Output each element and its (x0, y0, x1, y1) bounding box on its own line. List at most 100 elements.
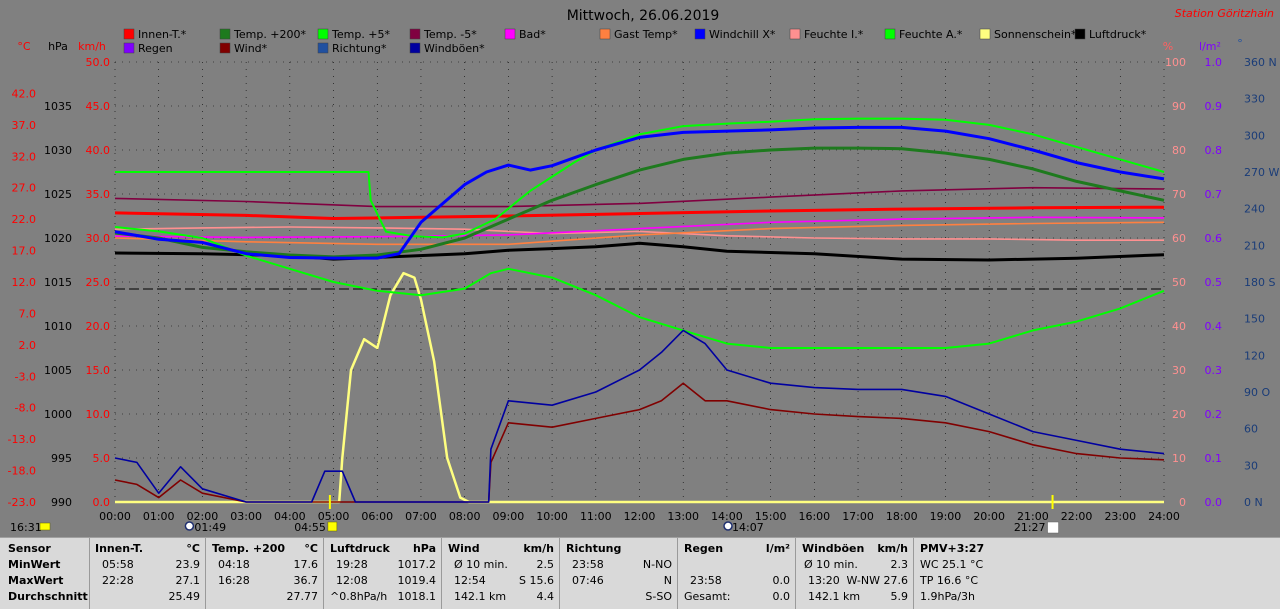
boeen-column: Windböen km/h Ø 10 min. 2.3 13:20 W-NW 27.6… (795, 538, 914, 609)
luftdruck-max: 1019.4 (397, 574, 437, 587)
dir-tick-label: 0 N (1244, 496, 1263, 509)
boeen-avg10: 2.3 (890, 558, 909, 571)
regen-time: 23:58 (690, 574, 722, 587)
richtung-column: Richtung 23:58 N-NO 07:46 N S-SO (559, 538, 678, 609)
time-tick-label: 17:00 (842, 510, 874, 523)
time-tick-label: 03:00 (230, 510, 262, 523)
wind-distance: 142.1 km (454, 590, 507, 603)
hpa-tick-label: 1000 (44, 408, 72, 421)
dir-tick-label: 150 (1244, 313, 1265, 326)
wind-avg: 4.4 (536, 590, 555, 603)
luftdruck-avg: 1018.1 (397, 590, 437, 603)
kmh-tick-label: 0.0 (93, 496, 111, 509)
temp-unit-label: °C (17, 40, 31, 53)
series-line-feuchte-a (114, 226, 1165, 349)
pct-tick-label: 60 (1172, 232, 1186, 245)
kmh-tick-label: 45.0 (86, 100, 111, 113)
dir-tick-label: 30 (1244, 459, 1258, 472)
innen-min: 23.9 (175, 558, 201, 571)
temp-tick-label: 17.0 (12, 245, 37, 258)
wind-avg10: 2.5 (536, 558, 555, 571)
time-tick-label: 19:00 (930, 510, 962, 523)
temp-tick-label: -18.0 (8, 465, 36, 478)
temp-tick-label: 22.0 (12, 213, 37, 226)
boeen-max-time: 13:20 (808, 574, 840, 587)
temp-tick-label: -23.0 (8, 496, 36, 509)
legend-swatch (979, 28, 991, 40)
statistics-panel: Sensor MinWert MaxWert Durchschnitt Inne… (0, 537, 1280, 609)
kmh-tick-label: 35.0 (86, 188, 111, 201)
innen-max: 27.1 (175, 574, 201, 587)
dir-tick-label: 360 N (1244, 56, 1277, 69)
temp200-min-time: 04:18 (218, 558, 250, 571)
time-tick-label: 10:00 (536, 510, 568, 523)
time-tick-label: 14:00 (711, 510, 743, 523)
series-line-bad (114, 216, 1165, 239)
series-line-windchill-x (114, 125, 1165, 260)
hpa-tick-label: 1025 (44, 188, 72, 201)
rain-tick-label: 0.2 (1205, 408, 1223, 421)
temp200-max-time: 16:28 (218, 574, 250, 587)
legend-swatch (219, 28, 231, 40)
pct-tick-label: 80 (1172, 144, 1186, 157)
richtung-header: Richtung (566, 542, 622, 555)
time-tick-label: 24:00 (1148, 510, 1180, 523)
series-line-wind (114, 382, 1165, 503)
wind-column: Wind km/h Ø 10 min. 2.5 12:54 S 15.6 142.1 … (441, 538, 560, 609)
boeen-distance: 142.1 km (808, 590, 861, 603)
legend-swatch (789, 28, 801, 40)
series-line-gast-temp (114, 221, 1165, 246)
pct-tick-label: 10 (1172, 452, 1186, 465)
chart-title: Mittwoch, 26.06.2019 (567, 8, 720, 24)
innen-max-time: 22:28 (102, 574, 134, 587)
wind-avg10-label: Ø 10 min. (454, 558, 508, 571)
moonset-time: 14:07 (732, 521, 764, 534)
rain-tick-label: 0.3 (1205, 364, 1223, 377)
rain-tick-label: 0.5 (1205, 276, 1223, 289)
luftdruck-unit: hPa (412, 542, 436, 555)
time-tick-label: 15:00 (755, 510, 787, 523)
legend-label: Temp. +5* (331, 28, 391, 41)
temp200-min: 17.6 (293, 558, 319, 571)
pct-tick-label: 90 (1172, 100, 1186, 113)
luftdruck-min-time: 19:28 (336, 558, 368, 571)
legend-swatch (219, 42, 231, 54)
sunset-time: 21:27 (1014, 521, 1046, 534)
legend-swatch (1074, 28, 1086, 40)
day-length-time: 16:31 (10, 521, 42, 534)
kmh-tick-label: 5.0 (93, 452, 111, 465)
dir-tick-label: 270 W (1244, 166, 1279, 179)
time-tick-label: 06:00 (361, 510, 393, 523)
boeen-avg: 5.9 (890, 590, 909, 603)
richtung-r2: N (663, 574, 672, 587)
time-tick-label: 11:00 (580, 510, 612, 523)
series-line-innen-t (114, 205, 1165, 220)
legend-swatch (123, 42, 135, 54)
temp200-header: Temp. +200 (212, 542, 286, 555)
hpa-tick-label: 1020 (44, 232, 72, 245)
kmh-unit-label: km/h (78, 40, 106, 53)
regen-total: 0.0 (772, 590, 791, 603)
innen-avg: 25.49 (168, 590, 201, 603)
luftdruck-max-time: 12:08 (336, 574, 368, 587)
temp-tick-label: 12.0 (12, 276, 37, 289)
hpa-tick-label: 995 (51, 452, 72, 465)
row-max-label: MaxWert (8, 574, 64, 587)
regen-column: Regen l/m² 23:58 0.0 Gesamt: 0.0 (677, 538, 796, 609)
hpa-tick-label: 1010 (44, 320, 72, 333)
dir-tick-label: 120 (1244, 349, 1265, 362)
pct-tick-label: 70 (1172, 188, 1186, 201)
legend-swatch (409, 28, 421, 40)
sunset-icon (1047, 521, 1059, 534)
legend-swatch (884, 28, 896, 40)
richtung-r2-time: 07:46 (572, 574, 604, 587)
innen-unit: °C (186, 542, 200, 555)
temp200-max: 36.7 (293, 574, 319, 587)
legend-label: Luftdruck* (1089, 28, 1147, 41)
temp200-unit: °C (304, 542, 318, 555)
richtung-r1: N-NO (642, 558, 672, 571)
rain-tick-label: 0.0 (1205, 496, 1223, 509)
boeen-max: W-NW 27.6 (846, 574, 909, 587)
luftdruck-column: Luftdruck hPa 19:28 1017.2 12:08 1019.4 ^0.… (323, 538, 442, 609)
time-tick-label: 22:00 (1061, 510, 1093, 523)
